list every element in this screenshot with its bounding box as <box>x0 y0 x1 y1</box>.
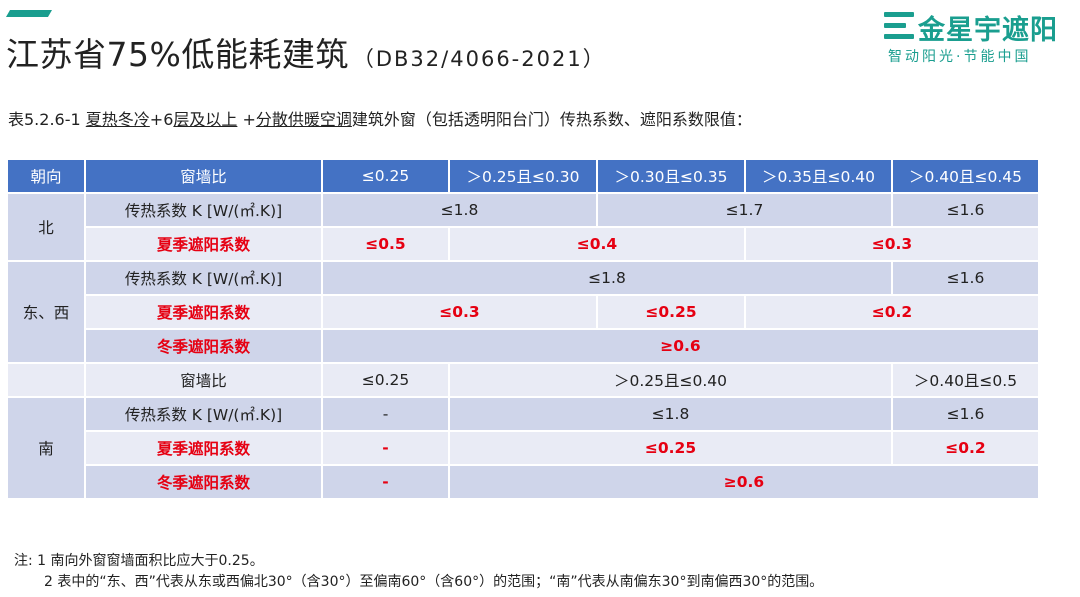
table-row: 夏季遮阳系数 ≤0.3 ≤0.25 ≤0.2 <box>7 294 1040 330</box>
header-ratio-4: ＞0.35且≤0.40 <box>744 158 893 194</box>
header-ratio-2: ＞0.25且≤0.30 <box>448 158 598 194</box>
row-label-south-ratio: 窗墙比 <box>84 362 323 398</box>
note-line-1: 注: 1 南向外窗窗墙面积比应大于0.25。 <box>14 553 264 569</box>
table-cell: ≤1.7 <box>596 192 893 228</box>
orientation-blank <box>6 362 86 398</box>
table-row: 夏季遮阳系数 - ≤0.25 ≤0.2 <box>7 430 1040 466</box>
note-line-2: 2 表中的“东、西”代表从东或西偏北30°（含30°）至偏南60°（含60°）的… <box>44 574 824 590</box>
table-cell: ≥0.6 <box>321 328 1040 364</box>
row-label-k: 传热系数 K [W/(㎡.K)] <box>84 396 323 432</box>
table-cell: ≤1.8 <box>448 396 893 432</box>
table-caption: 表5.2.6-1 夏热冬冷+6层及以上 +分散供暖空调建筑外窗（包括透明阳台门）… <box>8 106 752 130</box>
header-ratio-5: ＞0.40且≤0.45 <box>891 158 1040 194</box>
table-cell: - <box>321 464 450 500</box>
limits-table: 朝向 窗墙比 ≤0.25 ＞0.25且≤0.30 ＞0.30且≤0.35 ＞0.… <box>6 158 1040 500</box>
table-cell: ≤1.6 <box>891 396 1040 432</box>
title-main: 江苏省75%低能耗建筑 <box>6 35 349 74</box>
table-row: 东、西 传热系数 K [W/(㎡.K)] ≤1.8 ≤1.6 <box>6 260 1040 364</box>
table-cell: ≤0.25 <box>321 362 450 398</box>
table-cell: ≤0.2 <box>891 430 1040 466</box>
table-cell: ≤0.5 <box>321 226 450 262</box>
caption-climate: 夏热冬冷 <box>85 110 150 129</box>
header-window-wall-ratio: 窗墙比 <box>84 158 323 194</box>
row-label-summer: 夏季遮阳系数 <box>84 294 323 330</box>
table-cell: ＞0.40且≤0.5 <box>891 362 1040 398</box>
logo-name: 金星宇遮阳 <box>918 15 1058 46</box>
row-label-summer: 夏季遮阳系数 <box>84 226 323 262</box>
row-label-k: 传热系数 K [W/(㎡.K)] <box>84 260 323 296</box>
orientation-east-west: 东、西 <box>6 260 86 364</box>
caption-plus: + <box>237 110 256 129</box>
table-cell: ≤1.8 <box>321 260 893 296</box>
caption-suffix: 建筑外窗（包括透明阳台门）传热系数、遮阳系数限值： <box>351 110 752 129</box>
table-cell: ≥0.6 <box>448 464 1040 500</box>
table-row: 北 传热系数 K [W/(㎡.K)] ≤1.8 ≤1.7 ≤1.6 <box>6 192 1040 262</box>
caption-plus-floors: +6 <box>149 110 174 129</box>
table-cell: - <box>321 430 450 466</box>
table-row: 窗墙比 ≤0.25 ＞0.25且≤0.40 ＞0.40且≤0.5 <box>6 362 1040 398</box>
header-orientation: 朝向 <box>6 158 86 194</box>
table-row: 南 传热系数 K [W/(㎡.K)] - ≤1.8 ≤1.6 <box>6 396 1040 500</box>
table-row: 夏季遮阳系数 ≤0.5 ≤0.4 ≤0.3 <box>7 226 1040 262</box>
row-label-summer: 夏季遮阳系数 <box>84 430 323 466</box>
row-label-k: 传热系数 K [W/(㎡.K)] <box>84 192 323 228</box>
table-row: 冬季遮阳系数 - ≥0.6 <box>7 464 1040 500</box>
table-cell: ≤0.25 <box>596 294 746 330</box>
orientation-south: 南 <box>6 396 86 500</box>
table-row: 冬季遮阳系数 ≥0.6 <box>7 328 1040 364</box>
title-standard-code: （DB32/4066-2021） <box>352 47 606 71</box>
row-label-winter: 冬季遮阳系数 <box>84 464 323 500</box>
table-cell: ≤1.6 <box>891 192 1040 228</box>
caption-prefix: 表5.2.6-1 <box>8 110 86 129</box>
row-label-winter: 冬季遮阳系数 <box>84 328 323 364</box>
table-cell: ≤0.3 <box>744 226 1040 262</box>
table-cell: ≤0.25 <box>448 430 893 466</box>
table-notes: 注: 1 南向外窗窗墙面积比应大于0.25。 2 表中的“东、西”代表从东或西偏… <box>14 551 823 593</box>
caption-floors: 层及以上 <box>173 110 238 129</box>
table-cell: ≤1.6 <box>891 260 1040 296</box>
table-cell: ≤0.3 <box>321 294 598 330</box>
header-ratio-1: ≤0.25 <box>321 158 450 194</box>
page-title: 江苏省75%低能耗建筑 （DB32/4066-2021） <box>6 28 606 76</box>
brand-logo: 金星宇遮阳 智动阳光·节能中国 <box>884 8 1074 68</box>
accent-bar <box>5 10 53 17</box>
orientation-north: 北 <box>6 192 86 262</box>
table-cell: ≤1.8 <box>321 192 598 228</box>
header-ratio-3: ＞0.30且≤0.35 <box>596 158 746 194</box>
caption-heating: 分散供暖空调 <box>255 110 352 129</box>
table-cell: - <box>321 396 450 432</box>
table-cell: ≤0.4 <box>448 226 746 262</box>
table-header-row: 朝向 窗墙比 ≤0.25 ＞0.25且≤0.30 ＞0.30且≤0.35 ＞0.… <box>6 158 1040 194</box>
table-cell: ≤0.2 <box>744 294 1040 330</box>
logo-slogan: 智动阳光·节能中国 <box>888 49 1032 65</box>
logo-stripes-icon <box>884 12 914 40</box>
table-cell: ＞0.25且≤0.40 <box>448 362 893 398</box>
